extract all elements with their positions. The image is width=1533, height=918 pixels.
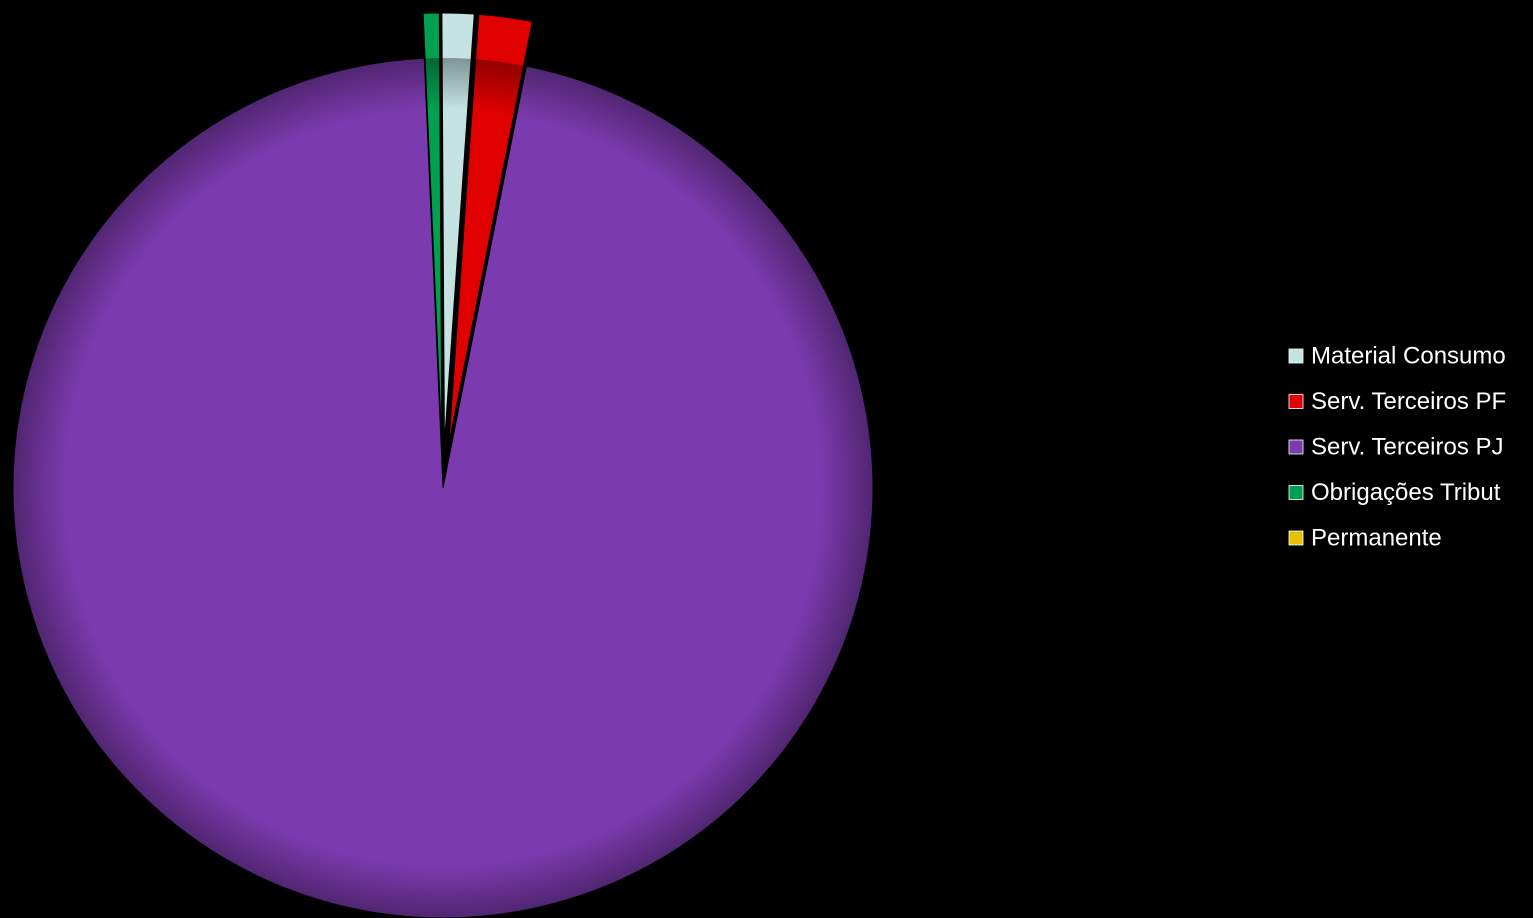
- legend-label-permanente: Permanente: [1311, 525, 1442, 552]
- legend: Material Consumo Serv. Terceiros PF Serv. …: [1288, 343, 1506, 552]
- legend-swatch-serv-terceiros-pf: [1288, 394, 1304, 409]
- legend-label-obriga-es-tribut: Obrigações Tribut: [1311, 479, 1501, 506]
- legend-label-serv-terceiros-pf: Serv. Terceiros PF: [1311, 388, 1506, 415]
- pie-slices: [12, 12, 874, 918]
- legend-label-serv-terceiros-pj: Serv. Terceiros PJ: [1311, 434, 1504, 461]
- legend-label-material-consumo: Material Consumo: [1311, 343, 1506, 370]
- legend-swatch-material-consumo: [1288, 348, 1304, 364]
- legend-swatch-obriga-es-tribut: [1288, 485, 1304, 500]
- legend-swatch-permanente: [1288, 530, 1304, 546]
- legend-swatch-serv-terceiros-pj: [1288, 439, 1304, 455]
